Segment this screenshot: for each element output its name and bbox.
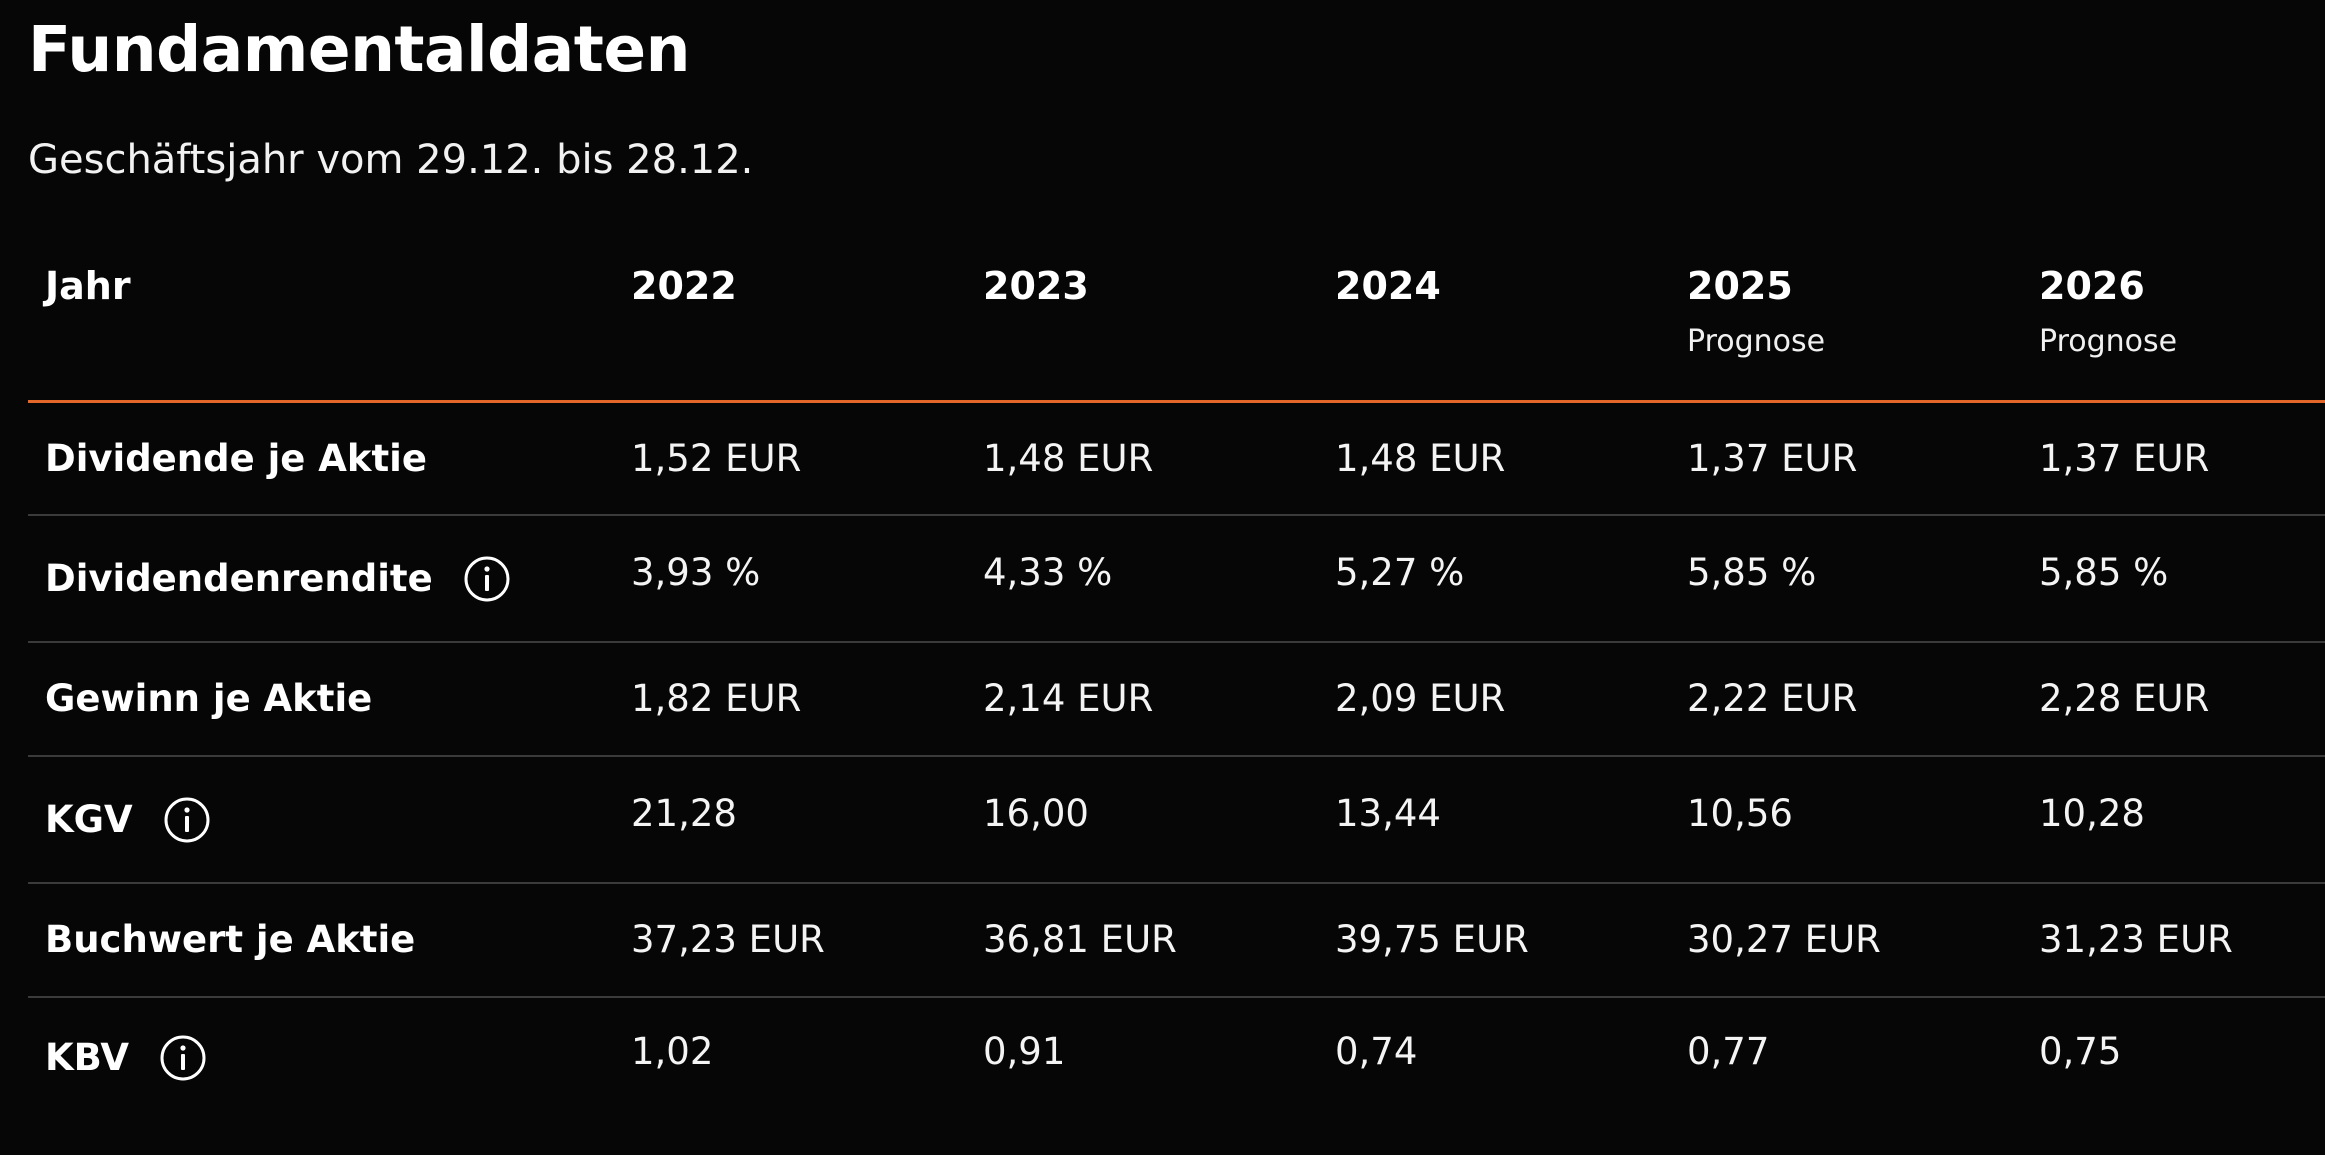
header-cell-year: 2026 Prognose (2039, 250, 2177, 400)
table-header-row: Jahr 2022 2023 2024 2025 Prognose 2026 P… (28, 250, 2325, 403)
cell-value: 5,85 % (1687, 550, 1817, 594)
cell-value: 0,75 (2039, 1030, 2122, 1073)
row-label: KGV (45, 797, 133, 841)
value-cell: 5,85 % (1687, 516, 1816, 641)
value-cell: 5,27 % (1335, 516, 1464, 641)
header-cell-year: 2022 (631, 250, 737, 400)
value-cell: 16,00 (983, 757, 1089, 882)
cell-value: 0,77 (1687, 1030, 1770, 1073)
row-label-cell: Dividende je Aktie (45, 403, 427, 514)
header-year-note: Prognose (2039, 324, 2178, 359)
table-row: Dividendenrendite 3,93 % 4,33 % 5,27 % 5… (28, 516, 2325, 643)
value-cell: 5,85 % (2039, 516, 2168, 641)
value-cell: 1,37 EUR (1687, 403, 1857, 514)
table-row: KGV 21,28 16,00 13,44 10,56 10,28 (28, 757, 2325, 884)
header-label-jahr: Jahr (45, 264, 131, 308)
value-cell: 21,28 (631, 757, 737, 882)
info-circle-icon[interactable] (463, 555, 511, 603)
value-cell: 2,28 EUR (2039, 643, 2209, 755)
value-cell: 10,56 (1687, 757, 1793, 882)
value-cell: 37,23 EUR (631, 884, 825, 996)
value-cell: 10,28 (2039, 757, 2145, 882)
cell-value: 16,00 (983, 791, 1089, 835)
value-cell: 2,09 EUR (1335, 643, 1505, 755)
header-year: 2023 (983, 264, 1089, 308)
cell-value: 4,33 % (983, 550, 1113, 594)
value-cell: 1,52 EUR (631, 403, 801, 514)
cell-value: 39,75 EUR (1335, 918, 1529, 961)
page-title: Fundamentaldaten (28, 13, 690, 86)
value-cell: 2,14 EUR (983, 643, 1153, 755)
row-label-cell: KGV (45, 757, 211, 882)
header-year: 2022 (631, 264, 737, 308)
value-cell: 3,93 % (631, 516, 760, 641)
header-year-note: Prognose (1687, 324, 1826, 359)
cell-value: 37,23 EUR (631, 918, 825, 961)
cell-value: 1,37 EUR (2039, 436, 2210, 480)
value-cell: 1,48 EUR (983, 403, 1153, 514)
row-label: Dividende je Aktie (45, 436, 427, 480)
value-cell: 0,91 (983, 998, 1065, 1118)
row-label-cell: Gewinn je Aktie (45, 643, 372, 755)
cell-value: 10,56 (1687, 791, 1793, 835)
header-cell-year: 2024 (1335, 250, 1441, 400)
cell-value: 30,27 EUR (1687, 918, 1881, 961)
header-cell-year: 2023 (983, 250, 1089, 400)
value-cell: 2,22 EUR (1687, 643, 1857, 755)
cell-value: 0,91 (983, 1030, 1066, 1073)
value-cell: 1,48 EUR (1335, 403, 1505, 514)
info-circle-icon[interactable] (163, 796, 211, 844)
info-circle-icon[interactable] (159, 1034, 207, 1082)
row-label-cell: KBV (45, 998, 207, 1118)
value-cell: 0,77 (1687, 998, 1769, 1118)
value-cell: 36,81 EUR (983, 884, 1177, 996)
cell-value: 31,23 EUR (2039, 918, 2233, 961)
header-year: 2026 (2039, 264, 2145, 308)
cell-value: 2,28 EUR (2039, 677, 2210, 720)
cell-value: 36,81 EUR (983, 918, 1177, 961)
cell-value: 13,44 (1335, 791, 1441, 835)
header-year: 2025 (1687, 264, 1793, 308)
cell-value: 1,48 EUR (1335, 436, 1506, 480)
row-label: Gewinn je Aktie (45, 677, 373, 720)
row-label: KBV (45, 1036, 130, 1079)
fundamentals-table: Jahr 2022 2023 2024 2025 Prognose 2026 P… (28, 250, 2325, 1118)
cell-value: 1,37 EUR (1687, 436, 1858, 480)
row-label-cell: Buchwert je Aktie (45, 884, 415, 996)
fiscal-year-subtitle: Geschäftsjahr vom 29.12. bis 28.12. (28, 137, 754, 183)
cell-value: 1,52 EUR (631, 436, 802, 480)
cell-value: 10,28 (2039, 791, 2145, 835)
header-cell-jahr: Jahr (45, 250, 131, 400)
cell-value: 0,74 (1335, 1030, 1418, 1073)
cell-value: 3,93 % (631, 550, 761, 594)
cell-value: 5,85 % (2039, 550, 2169, 594)
cell-value: 2,14 EUR (983, 677, 1154, 720)
cell-value: 5,27 % (1335, 550, 1465, 594)
cell-value: 1,82 EUR (631, 677, 802, 720)
value-cell: 31,23 EUR (2039, 884, 2233, 996)
row-label-cell: Dividendenrendite (45, 516, 511, 641)
value-cell: 1,37 EUR (2039, 403, 2209, 514)
header-year: 2024 (1335, 264, 1441, 308)
value-cell: 1,02 (631, 998, 713, 1118)
cell-value: 1,02 (631, 1030, 714, 1073)
table-row: Buchwert je Aktie 37,23 EUR 36,81 EUR 39… (28, 884, 2325, 998)
table-row: Gewinn je Aktie 1,82 EUR 2,14 EUR 2,09 E… (28, 643, 2325, 757)
value-cell: 1,82 EUR (631, 643, 801, 755)
cell-value: 1,48 EUR (983, 436, 1154, 480)
value-cell: 13,44 (1335, 757, 1441, 882)
header-cell-year: 2025 Prognose (1687, 250, 1825, 400)
cell-value: 2,22 EUR (1687, 677, 1858, 720)
table-row: KBV 1,02 0,91 0,74 0,77 0,75 (28, 998, 2325, 1118)
value-cell: 0,74 (1335, 998, 1417, 1118)
cell-value: 2,09 EUR (1335, 677, 1506, 720)
value-cell: 4,33 % (983, 516, 1112, 641)
cell-value: 21,28 (631, 791, 737, 835)
table-row: Dividende je Aktie 1,52 EUR 1,48 EUR 1,4… (28, 403, 2325, 516)
value-cell: 0,75 (2039, 998, 2121, 1118)
row-label: Buchwert je Aktie (45, 918, 416, 961)
row-label: Dividendenrendite (45, 556, 433, 600)
value-cell: 30,27 EUR (1687, 884, 1881, 996)
value-cell: 39,75 EUR (1335, 884, 1529, 996)
